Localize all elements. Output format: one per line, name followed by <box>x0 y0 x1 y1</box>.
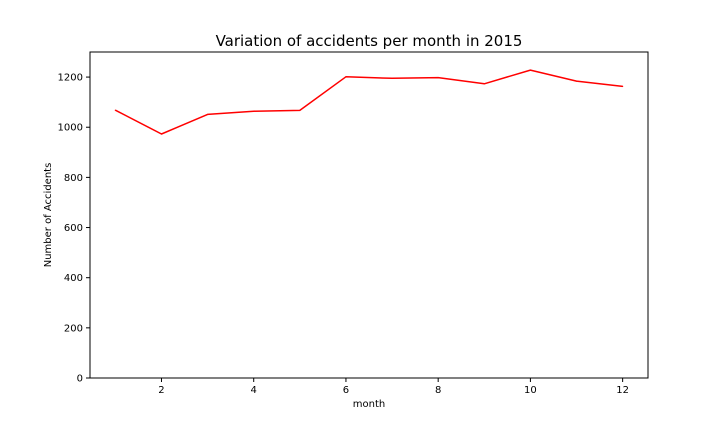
y-tick-label: 1000 <box>58 123 83 134</box>
y-tick-label: 600 <box>64 223 83 234</box>
data-point <box>253 110 255 112</box>
x-tick-label: 4 <box>251 385 257 396</box>
y-tick-label: 1200 <box>58 73 83 84</box>
y-tick-label: 400 <box>64 273 83 284</box>
y-axis: 0 200 400 600 800 1000 1200 <box>58 73 90 385</box>
y-tick-label: 800 <box>64 173 83 184</box>
x-tick-label: 2 <box>158 385 164 396</box>
data-point <box>575 80 578 82</box>
data-point <box>391 77 393 79</box>
data-point <box>299 109 301 112</box>
y-tick-label: 0 <box>77 374 83 385</box>
data-point <box>622 85 624 87</box>
x-tick-label: 8 <box>435 385 441 396</box>
series-layer <box>114 69 624 135</box>
data-point <box>114 109 116 111</box>
x-tick-label: 10 <box>524 385 537 396</box>
data-point <box>529 69 532 71</box>
chart-title: Variation of accidents per month in 2015 <box>216 32 523 50</box>
data-point <box>160 133 163 135</box>
y-axis-label: Number of Accidents <box>43 163 54 268</box>
x-tick-label: 12 <box>616 385 629 396</box>
x-tick-label: 6 <box>343 385 349 396</box>
plot-frame <box>89 51 649 379</box>
series-line <box>115 69 623 135</box>
x-axis-label: month <box>353 399 385 410</box>
data-point <box>345 76 347 78</box>
data-point <box>206 113 209 116</box>
data-point <box>437 76 439 79</box>
data-point <box>483 83 485 85</box>
x-axis: 2 4 6 8 10 12 <box>158 378 629 396</box>
plot-area: 2 4 6 8 10 12 0 200 400 600 800 1000 1200 <box>58 51 649 396</box>
y-tick-label: 200 <box>64 323 83 334</box>
